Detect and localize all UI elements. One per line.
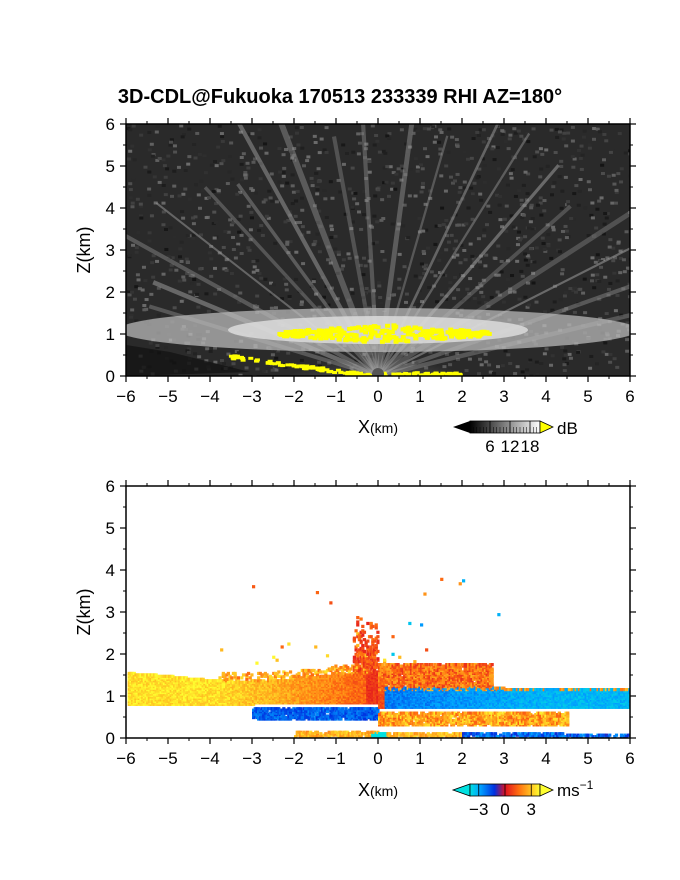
velocity-axes: −6 −5 −4 −3 −2 −1 0 1 2 3 4 5 6 0 1 2 3 4 5 6 <box>106 477 636 768</box>
x-tick-label: 3 <box>499 749 508 768</box>
velocity-panel: −6 −5 −4 −3 −2 −1 0 1 2 3 4 5 6 0 1 2 3 4 5 6 X(km) Z(km) −… <box>74 477 636 819</box>
y-tick-label: 3 <box>106 241 115 260</box>
x-tick-label: −1 <box>326 749 345 768</box>
velocity-colorbar: −3 0 3 ms−1 <box>451 778 594 819</box>
x-tick-label: 6 <box>625 387 634 406</box>
intensity-axes: −6 −5 −4 −3 −2 −1 0 1 2 3 4 5 6 0 1 2 3 4 5 6 <box>106 115 636 406</box>
colorbar-tick-label: 12 <box>501 437 520 456</box>
x-tick-label: −2 <box>284 749 303 768</box>
x-tick-label: −3 <box>242 749 261 768</box>
colorbar-tick-label: 18 <box>521 437 540 456</box>
y-tick-label: 2 <box>106 283 115 302</box>
x-tick-label: 0 <box>373 749 382 768</box>
y-tick-label: 0 <box>106 367 115 386</box>
intensity-colorbar-unit: dB <box>557 419 578 438</box>
x-tick-label: −5 <box>158 387 177 406</box>
velocity-xlabel: X(km) <box>358 780 398 800</box>
y-tick-label: 4 <box>106 561 115 580</box>
colorbar-tick-label: 6 <box>485 437 494 456</box>
y-tick-label: 1 <box>106 687 115 706</box>
x-tick-label: −4 <box>200 387 219 406</box>
y-tick-label: 1 <box>106 325 115 344</box>
colorbar-tick-label: 3 <box>527 800 536 819</box>
x-tick-label: −2 <box>284 387 303 406</box>
x-tick-label: −3 <box>242 387 261 406</box>
y-tick-label: 5 <box>106 157 115 176</box>
x-tick-label: −1 <box>326 387 345 406</box>
x-tick-label: 1 <box>415 749 424 768</box>
x-tick-label: −6 <box>116 387 135 406</box>
x-tick-label: 2 <box>457 387 466 406</box>
y-tick-label: 6 <box>106 115 115 134</box>
x-tick-label: 5 <box>583 749 592 768</box>
figure-title: 3D-CDL@Fukuoka 170513 233339 RHI AZ=180° <box>117 86 563 108</box>
velocity-ylabel: Z(km) <box>74 589 94 636</box>
intensity-ylabel: Z(km) <box>74 227 94 274</box>
x-tick-label: 4 <box>541 749 550 768</box>
x-tick-label: 0 <box>373 387 382 406</box>
y-tick-label: 5 <box>106 519 115 538</box>
x-tick-label: 1 <box>415 387 424 406</box>
x-tick-label: 6 <box>625 749 634 768</box>
colorbar-tick-label: −3 <box>469 800 488 819</box>
velocity-field <box>126 486 630 738</box>
x-tick-label: 3 <box>499 387 508 406</box>
intensity-colorbar: 6 12 18 dB <box>453 419 578 456</box>
x-tick-label: −6 <box>116 749 135 768</box>
x-tick-label: −5 <box>158 749 177 768</box>
colorbar-tick-label: 0 <box>500 800 509 819</box>
y-tick-label: 2 <box>106 645 115 664</box>
x-tick-label: 2 <box>457 749 466 768</box>
y-tick-label: 0 <box>106 729 115 748</box>
y-tick-label: 6 <box>106 477 115 496</box>
x-tick-label: 4 <box>541 387 550 406</box>
x-tick-label: −4 <box>200 749 219 768</box>
x-tick-label: 5 <box>583 387 592 406</box>
y-tick-label: 4 <box>106 199 115 218</box>
intensity-field <box>126 124 630 376</box>
velocity-colorbar-unit: ms−1 <box>557 778 594 800</box>
intensity-xlabel: X(km) <box>358 417 398 437</box>
y-tick-label: 3 <box>106 603 115 622</box>
